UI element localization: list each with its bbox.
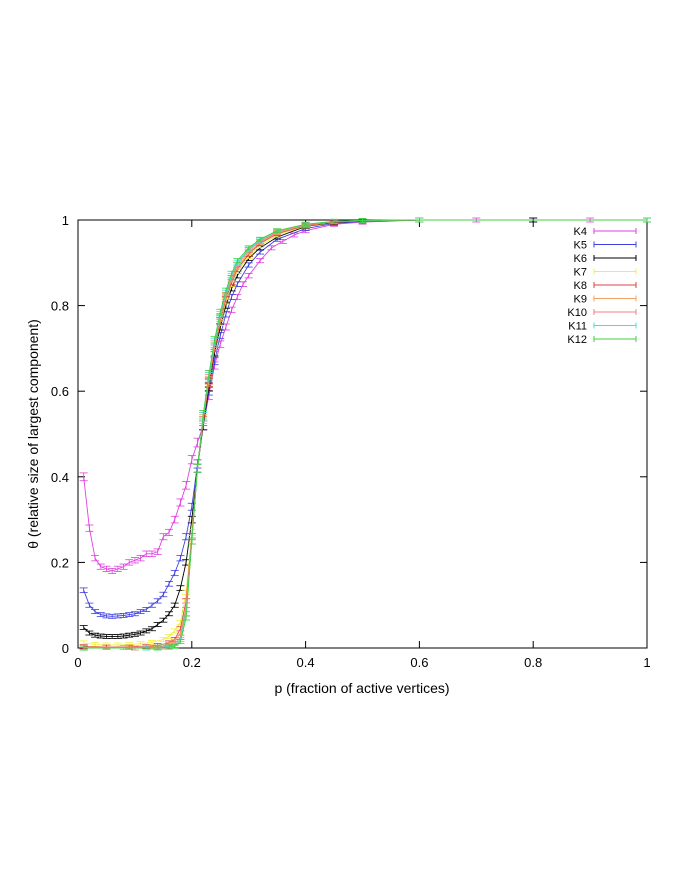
x-tick-label: 0.6 <box>410 655 428 670</box>
legend-label: K12 <box>567 334 587 346</box>
x-tick-label: 1 <box>643 655 650 670</box>
series-line <box>83 219 647 572</box>
legend-label: K9 <box>574 294 587 306</box>
series-line <box>83 219 647 637</box>
series-k12 <box>79 217 651 651</box>
series-layer <box>79 217 651 651</box>
series-k9 <box>79 217 651 650</box>
y-tick-label: 1 <box>62 213 69 228</box>
legend-label: K7 <box>574 267 587 279</box>
series-line <box>83 219 647 649</box>
series-k7 <box>79 217 651 648</box>
legend-label: K5 <box>574 240 587 252</box>
legend-label: K11 <box>568 321 587 333</box>
y-tick-label: 0 <box>62 641 69 656</box>
x-axis-label: p (fraction of active vertices) <box>274 680 449 696</box>
y-axis-label: θ (relative size of largest component) <box>25 319 41 549</box>
legend-label: K6 <box>574 253 587 265</box>
x-tick-label: 0.8 <box>524 655 542 670</box>
series-k8 <box>79 217 651 650</box>
series-k10 <box>79 217 651 651</box>
series-k11 <box>79 217 651 651</box>
y-tick-label: 0.6 <box>51 384 69 399</box>
axis-ticks: 0 0.2 0.4 0.6 0.8 1 0 0.2 0.4 0.6 0.8 1 <box>51 213 651 670</box>
series-k6 <box>79 217 651 639</box>
series-line <box>83 219 647 649</box>
y-tick-label: 0.2 <box>51 555 69 570</box>
series-k5 <box>79 217 651 619</box>
x-tick-label: 0 <box>74 655 81 670</box>
y-tick-label: 0.4 <box>51 470 69 485</box>
series-line <box>83 219 647 648</box>
series-line <box>83 219 647 649</box>
x-tick-label: 0.4 <box>297 655 315 670</box>
y-tick-label: 0.8 <box>51 299 69 314</box>
series-line <box>83 219 647 617</box>
plot-frame <box>77 219 648 649</box>
x-tick-label: 0.2 <box>183 655 201 670</box>
series-line <box>83 219 647 649</box>
legend-label: K10 <box>567 307 587 319</box>
legend-label: K4 <box>574 226 587 238</box>
series-k4 <box>79 217 651 574</box>
legend-label: K8 <box>574 280 587 292</box>
